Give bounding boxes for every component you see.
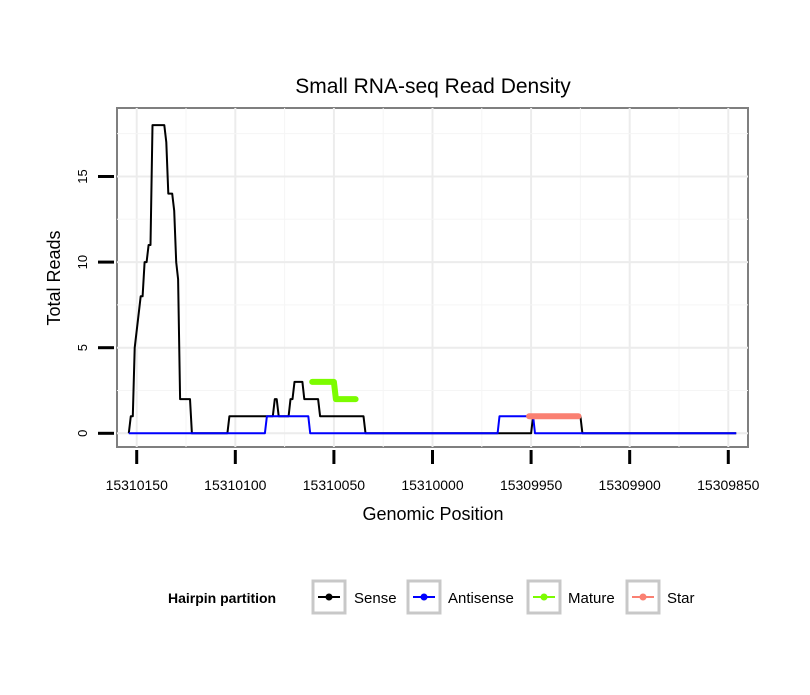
legend-dot-star xyxy=(639,593,647,601)
axis-layer: 15310150 15310100 15310050 15310000 15309950… xyxy=(75,169,760,493)
x-tick-label: 15310100 xyxy=(204,477,267,493)
legend-item-star: Star xyxy=(625,579,695,615)
legend-item-antisense: Antisense xyxy=(406,579,514,615)
legend-item-sense: Sense xyxy=(311,579,397,615)
series-mature-line xyxy=(309,378,359,403)
legend-label-antisense: Antisense xyxy=(448,590,514,607)
x-tick-label: 15310150 xyxy=(106,477,169,493)
x-tick-label: 15309900 xyxy=(599,477,662,493)
x-axis-label: Genomic Position xyxy=(362,504,503,524)
chart-title: Small RNA-seq Read Density xyxy=(295,75,571,98)
y-tick-label: 15 xyxy=(75,169,90,183)
x-tick-label: 15310050 xyxy=(303,477,366,493)
series-layer xyxy=(127,124,737,435)
legend-dot-sense xyxy=(325,593,333,601)
series-antisense-line xyxy=(128,415,737,435)
y-tick-label: 0 xyxy=(75,430,90,437)
legend: Hairpin partition Sense Antisense Mature… xyxy=(168,579,695,615)
y-tick-label: 5 xyxy=(75,344,90,351)
x-tick-label: 15310000 xyxy=(401,477,464,493)
y-tick-label: 10 xyxy=(75,255,90,269)
legend-dot-antisense xyxy=(420,593,428,601)
series-sense-line xyxy=(127,124,737,435)
x-tick-label: 15309850 xyxy=(697,477,760,493)
legend-label-sense: Sense xyxy=(354,590,397,607)
legend-label-mature: Mature xyxy=(568,590,615,607)
legend-item-mature: Mature xyxy=(526,579,615,615)
x-tick-label: 15309950 xyxy=(500,477,563,493)
legend-dot-mature xyxy=(540,593,548,601)
legend-title: Hairpin partition xyxy=(168,590,276,606)
legend-label-star: Star xyxy=(667,590,695,607)
y-axis-label: Total Reads xyxy=(44,230,64,325)
